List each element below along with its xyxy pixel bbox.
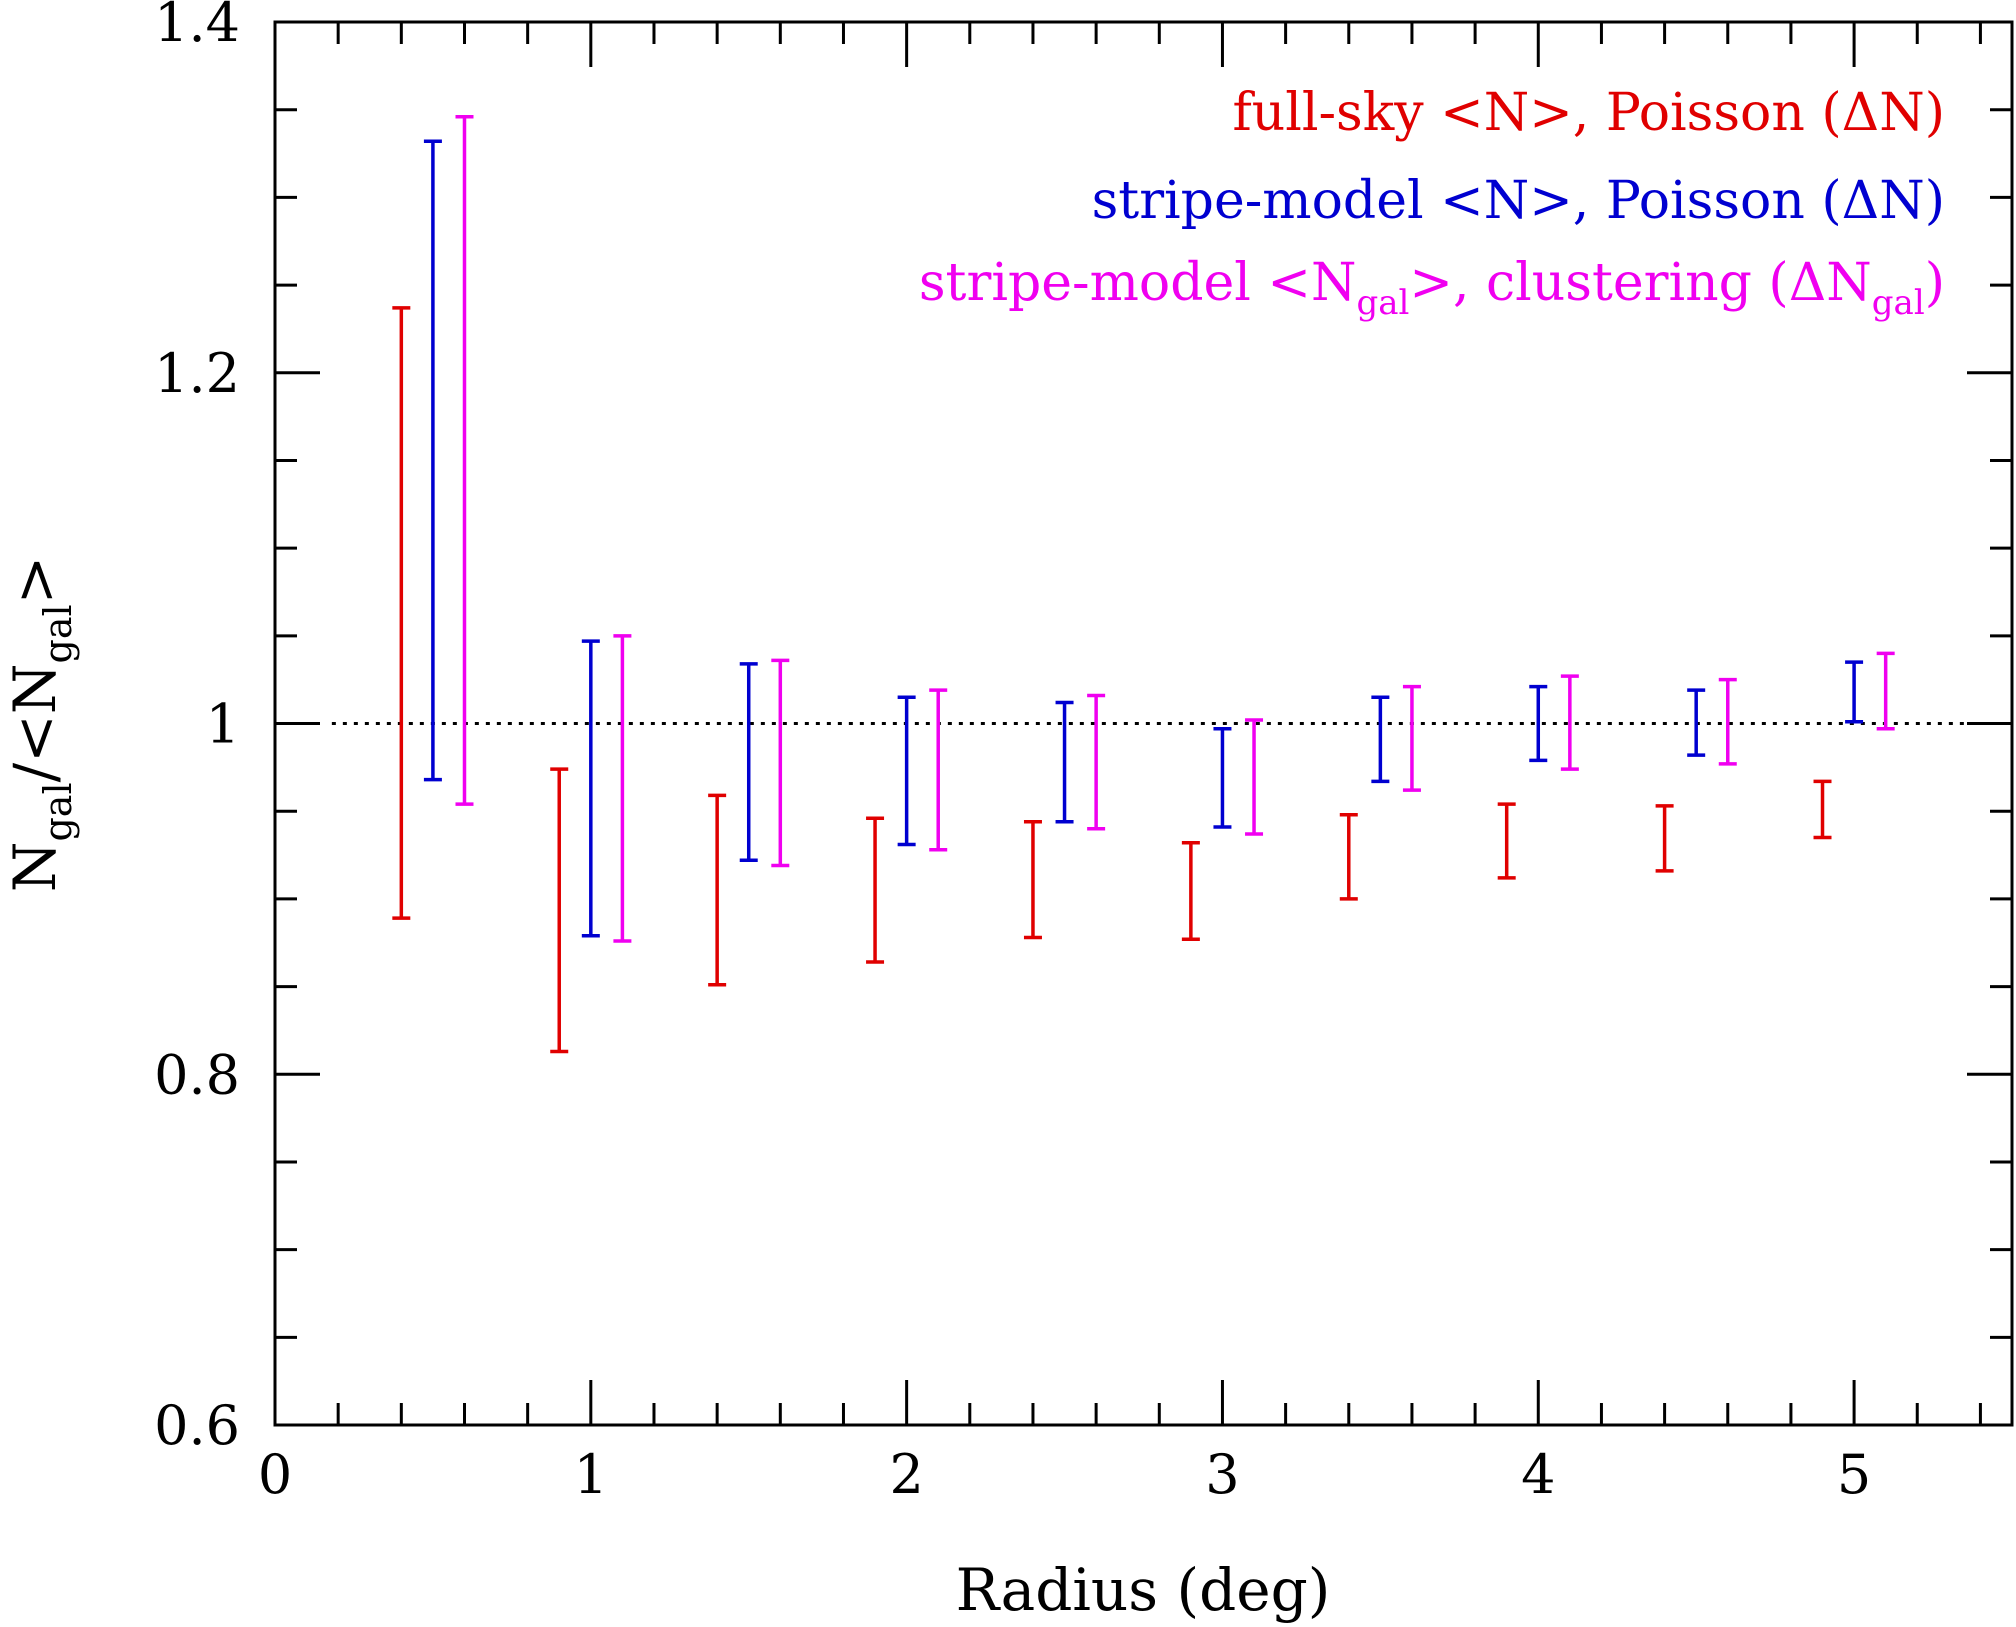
legend-entry-full-sky: full-sky <N>, Poisson (ΔN): [1232, 83, 1945, 143]
series-2: [423, 139, 1864, 938]
error-bar: [550, 767, 569, 1054]
series-group: [392, 114, 1895, 1054]
y-tick-label: 1.2: [154, 342, 240, 405]
y-tick-label: 1: [206, 693, 240, 756]
x-tick-label: 1: [574, 1443, 608, 1506]
tick-labels: 0 1 2 3 4 5 0.6 0.8 1 1.2 1.4: [154, 0, 1871, 1506]
legend: full-sky <N>, Poisson (ΔN) stripe-model …: [919, 83, 1945, 323]
y-label-sub2: gal: [36, 604, 80, 663]
legend-part-1: stripe-model <N: [919, 253, 1357, 313]
error-bar: [1655, 804, 1674, 873]
legend-entry-stripe-clustering: stripe-model <Ngal>, clustering (ΔNgal): [919, 253, 1945, 323]
x-tick-label: 2: [889, 1443, 923, 1506]
legend-part-4: gal: [1872, 283, 1925, 323]
error-bar: [1023, 819, 1042, 940]
error-bar: [392, 306, 411, 920]
legend-part-2: gal: [1356, 283, 1409, 323]
error-bar: [1813, 779, 1832, 840]
error-bar: [1560, 674, 1579, 771]
error-bar: [739, 662, 758, 863]
x-tick-label: 3: [1205, 1443, 1239, 1506]
error-bar: [1055, 700, 1074, 824]
series-1: [392, 306, 1832, 1054]
error-bar: [1402, 684, 1421, 792]
error-bar: [1529, 684, 1548, 763]
error-bar: [1876, 651, 1895, 731]
y-tick-label: 0.6: [154, 1394, 240, 1457]
error-bar: [1213, 727, 1232, 829]
error-bar: [897, 695, 916, 847]
error-bar: [1687, 688, 1706, 757]
legend-entry-stripe-poisson: stripe-model <N>, Poisson (ΔN): [1092, 171, 1945, 231]
x-axis-label: Radius (deg): [956, 1556, 1331, 1624]
y-label-main: N: [1, 842, 69, 893]
series-3: [455, 114, 1895, 943]
error-bar: [423, 139, 442, 782]
x-tick-label: 4: [1521, 1443, 1555, 1506]
error-bar: [1339, 812, 1358, 901]
error-bar: [708, 793, 727, 987]
error-bar: [1181, 841, 1200, 941]
error-bar: [866, 816, 885, 964]
y-label-mid: /<N: [1, 663, 69, 782]
error-bar: [1371, 695, 1390, 784]
error-bar: [1845, 660, 1864, 724]
y-label-end: >: [1, 556, 69, 605]
error-bar: [1718, 677, 1737, 766]
legend-part-3: >, clustering (ΔN: [1409, 253, 1871, 313]
y-axis-label: Ngal/<Ngal>: [1, 556, 80, 893]
y-tick-label: 0.8: [154, 1043, 240, 1106]
error-bar: [613, 634, 632, 943]
error-bar: [1087, 693, 1106, 831]
plot-frame: [273, 20, 2014, 1427]
error-bar: [1245, 718, 1264, 836]
axis-ticks: [273, 20, 2012, 1427]
legend-part-5: ): [1925, 253, 1945, 313]
y-label-sub: gal: [36, 782, 80, 841]
error-bar: [455, 114, 474, 806]
error-bar: [581, 639, 600, 938]
error-bar: [1497, 802, 1516, 880]
x-tick-label: 5: [1837, 1443, 1871, 1506]
error-bar: [771, 658, 790, 868]
y-tick-label: 1.4: [154, 0, 240, 54]
error-bar: [929, 688, 948, 852]
x-tick-label: 0: [258, 1443, 292, 1506]
